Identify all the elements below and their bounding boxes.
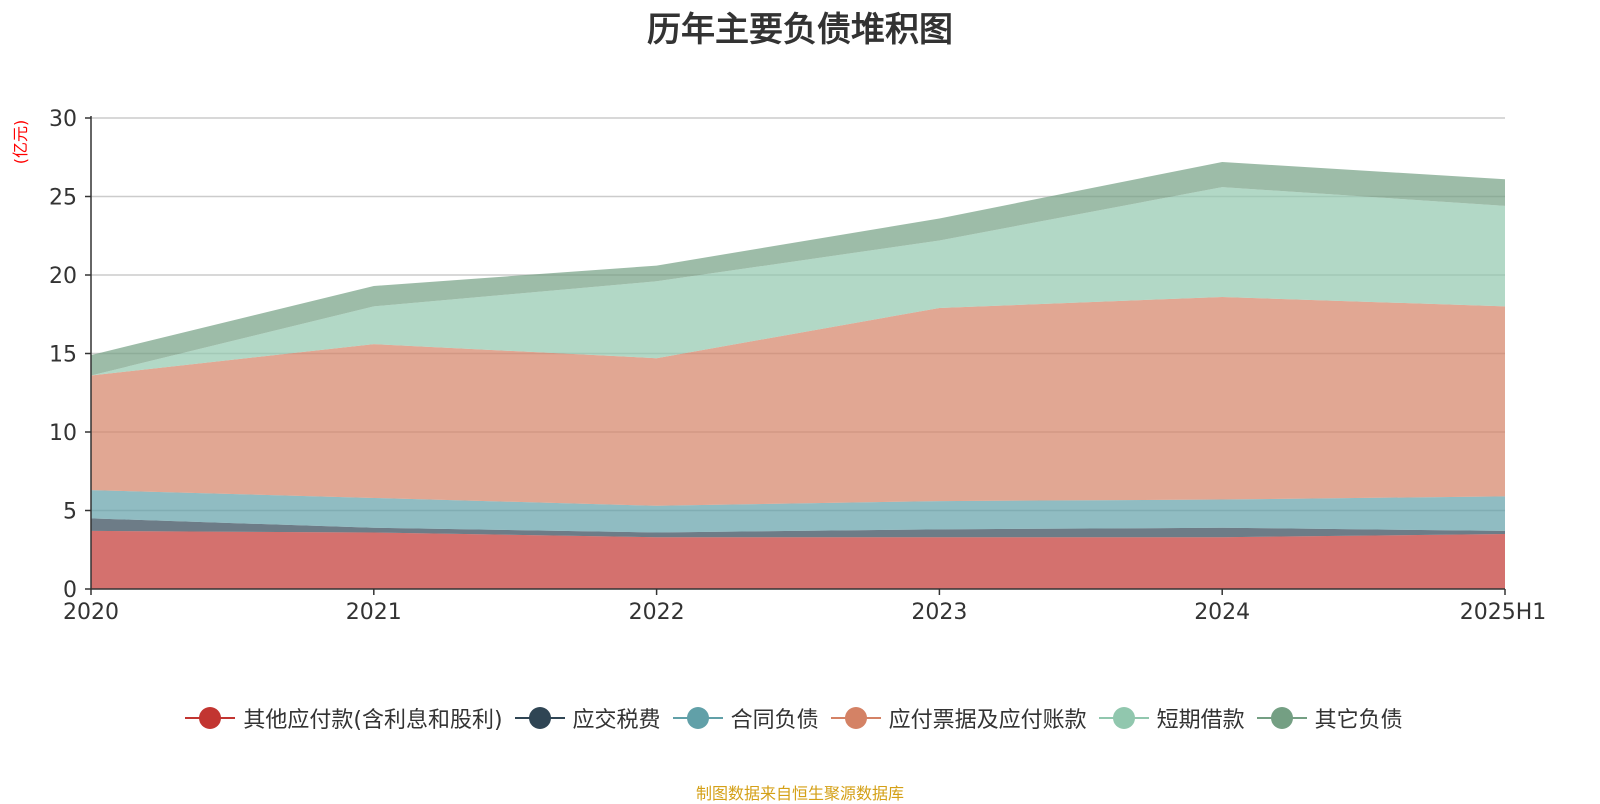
y-tick-label: 10 [49,421,77,446]
y-tick-label: 0 [63,578,77,603]
legend-label: 应交税费 [572,708,661,733]
legend-marker-icon [830,706,881,730]
x-tick-label: 2023 [911,600,967,625]
area-series-4 [91,296,1505,506]
legend-item-4[interactable]: 应付票据及应付账款 [830,702,1087,734]
x-tick-label: 2024 [1194,600,1250,625]
legend-marker-icon [1256,706,1307,730]
legend-label: 其他应付款(含利息和股利) [243,708,503,733]
legend-marker-icon [1098,706,1149,730]
area-series-3 [91,490,1505,533]
x-tick-label: 2020 [63,600,119,625]
legend-marker-icon [514,706,565,730]
legend-item-6[interactable]: 其它负债 [1256,702,1403,734]
legend-item-3[interactable]: 合同负债 [672,702,819,734]
legend-marker-icon [672,706,723,730]
stacked-areas [91,161,1505,589]
legend-item-5[interactable]: 短期借款 [1098,702,1245,734]
y-axis-label: (亿元) [11,120,30,165]
area-series-2 [91,518,1505,538]
legend-item-2[interactable]: 应交税费 [514,702,661,734]
source-note: 制图数据来自恒生聚源数据库 [695,784,904,803]
x-axis-ticks: 2020 2021 2022 2023 2024 2025H1 [63,589,1546,625]
legend-label: 短期借款 [1156,708,1245,733]
y-axis-ticks: 0 5 10 15 20 25 30 [49,107,91,603]
area-series-1 [91,530,1505,589]
chart-title: 历年主要负债堆积图 [647,10,953,50]
legend-label: 应付票据及应付账款 [888,708,1087,733]
y-tick-label: 5 [63,500,77,525]
legend-marker-icon [185,706,236,730]
legend-label: 其它负债 [1314,708,1403,733]
legend-item-1[interactable]: 其他应付款(含利息和股利) [185,702,503,734]
legend: 其他应付款(含利息和股利) 应交税费 合同负债 应付票据及应付账款 短期借款 其它负债 [0,700,1600,736]
y-tick-label: 25 [49,186,77,211]
y-tick-label: 20 [49,264,77,289]
y-tick-label: 15 [49,343,77,368]
legend-label: 合同负债 [730,708,819,733]
x-tick-label: 2022 [629,600,685,625]
y-tick-label: 30 [49,107,77,132]
area-series-5 [91,187,1505,376]
area-series-6 [91,161,1505,376]
x-tick-label: 2021 [346,600,402,625]
x-tick-label: 2025H1 [1460,600,1547,625]
